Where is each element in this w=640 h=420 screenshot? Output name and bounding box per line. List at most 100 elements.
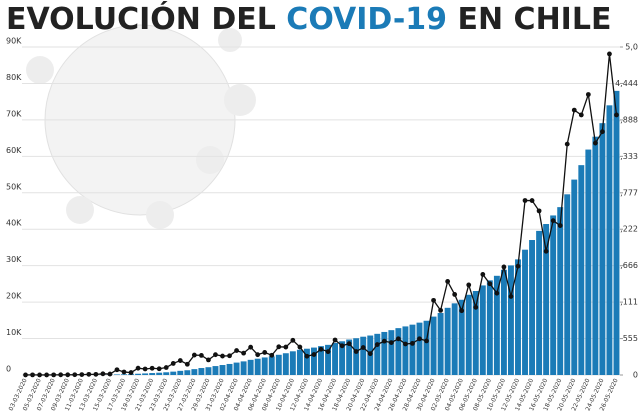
bar bbox=[564, 194, 571, 375]
daily-point bbox=[466, 282, 472, 288]
daily-point bbox=[234, 348, 239, 353]
daily-point bbox=[191, 352, 197, 358]
y-tick-label: 90K bbox=[6, 37, 22, 46]
daily-point bbox=[135, 365, 141, 371]
daily-point bbox=[410, 340, 415, 346]
y2-tick-label: 555 bbox=[623, 334, 638, 343]
y-tick-label: 60K bbox=[6, 146, 22, 155]
daily-point bbox=[142, 366, 148, 372]
daily-point bbox=[206, 357, 211, 363]
daily-point bbox=[37, 372, 42, 378]
bar bbox=[353, 338, 360, 375]
bar bbox=[388, 330, 395, 375]
bar bbox=[599, 123, 606, 376]
bar bbox=[402, 326, 409, 375]
daily-point bbox=[199, 352, 204, 358]
daily-point bbox=[360, 345, 366, 350]
daily-point bbox=[107, 371, 113, 377]
daily-point bbox=[100, 371, 106, 377]
bar bbox=[226, 363, 233, 375]
daily-point bbox=[585, 92, 591, 97]
bar bbox=[500, 269, 507, 375]
bar bbox=[557, 207, 564, 375]
y2-tick-label: 3,333 bbox=[615, 152, 638, 161]
daily-point bbox=[79, 372, 85, 378]
daily-point bbox=[255, 352, 261, 358]
daily-point bbox=[522, 198, 528, 203]
daily-point bbox=[452, 292, 458, 297]
daily-point bbox=[276, 344, 282, 350]
daily-point bbox=[30, 372, 35, 378]
bar bbox=[219, 365, 226, 375]
y-tick-label: 0 bbox=[6, 365, 11, 374]
daily-point bbox=[550, 218, 556, 224]
y2-tick-label: 1,111 bbox=[615, 298, 638, 307]
bar bbox=[163, 372, 170, 375]
bar bbox=[268, 356, 275, 375]
daily-point bbox=[318, 346, 324, 352]
bar bbox=[149, 373, 156, 375]
daily-point bbox=[128, 370, 134, 375]
daily-point bbox=[269, 352, 275, 358]
bar bbox=[486, 280, 493, 375]
bar bbox=[170, 371, 177, 375]
bar bbox=[409, 324, 416, 375]
daily-point bbox=[431, 297, 436, 303]
bar bbox=[282, 353, 289, 375]
daily-point bbox=[501, 264, 507, 270]
bar bbox=[156, 372, 163, 375]
daily-point bbox=[388, 340, 394, 345]
bar bbox=[311, 347, 317, 375]
bar bbox=[332, 342, 339, 375]
bar bbox=[142, 373, 149, 375]
y2-tick-label: 2,777 bbox=[615, 188, 638, 197]
bar bbox=[121, 374, 127, 375]
daily-point bbox=[23, 372, 28, 378]
daily-point bbox=[44, 372, 50, 378]
daily-point bbox=[149, 365, 155, 371]
bar bbox=[240, 361, 247, 375]
daily-point bbox=[283, 344, 289, 350]
bar bbox=[437, 313, 444, 375]
daily-point bbox=[487, 281, 493, 287]
y-tick-label: 70K bbox=[6, 109, 22, 118]
bar bbox=[472, 291, 479, 375]
bar bbox=[578, 165, 585, 375]
daily-point bbox=[227, 353, 232, 359]
bar bbox=[325, 344, 331, 375]
daily-point bbox=[607, 51, 612, 57]
bar bbox=[289, 351, 296, 375]
daily-point bbox=[184, 361, 190, 367]
daily-point bbox=[473, 304, 479, 310]
daily-point bbox=[438, 307, 443, 313]
bar bbox=[135, 373, 142, 375]
daily-point bbox=[374, 342, 380, 347]
bar bbox=[543, 224, 550, 375]
daily-point bbox=[417, 336, 422, 342]
daily-point bbox=[72, 372, 78, 378]
y2-tick-label: 1,666 bbox=[615, 261, 638, 270]
daily-point bbox=[93, 371, 99, 377]
bar bbox=[423, 320, 430, 375]
bar bbox=[374, 333, 381, 375]
daily-point bbox=[571, 107, 577, 113]
y2-tick-label: 0 bbox=[633, 371, 638, 380]
bar bbox=[254, 358, 261, 375]
daily-point bbox=[114, 367, 120, 373]
daily-point bbox=[578, 112, 584, 118]
chart-title: EVOLUCIÓN DEL COVID-19 EN CHILE bbox=[6, 0, 611, 37]
daily-point bbox=[163, 365, 169, 370]
daily-point bbox=[494, 290, 500, 296]
daily-point bbox=[508, 294, 514, 299]
bar bbox=[613, 90, 620, 376]
y-tick-label: 80K bbox=[6, 73, 22, 82]
bar bbox=[261, 357, 268, 375]
daily-point bbox=[459, 308, 465, 314]
daily-point bbox=[311, 352, 317, 357]
title-before: EVOLUCIÓN DEL bbox=[6, 0, 276, 37]
daily-point bbox=[304, 353, 310, 359]
bar bbox=[247, 359, 254, 375]
bar bbox=[233, 362, 240, 375]
daily-point bbox=[121, 369, 127, 375]
